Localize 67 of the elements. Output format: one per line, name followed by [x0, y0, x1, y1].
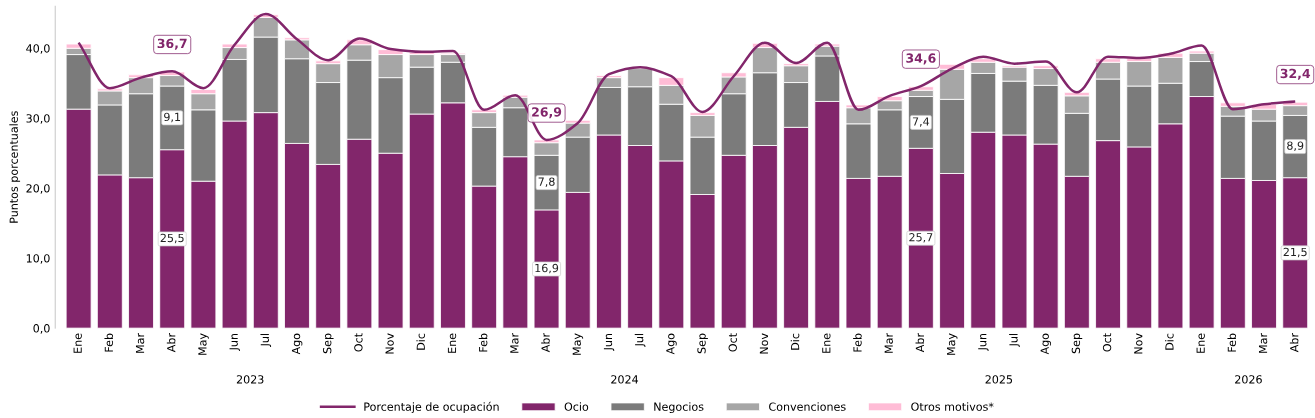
legend-label: Otros motivos* [911, 402, 994, 411]
legend-label: Porcentaje de ocupación [364, 401, 499, 414]
x-tick-label: Mar [884, 332, 893, 353]
data-label: 7,4 [912, 117, 930, 127]
data-label: 8,9 [1287, 141, 1304, 151]
y-axis-title: Puntos porcentuales [9, 111, 21, 223]
x-tick-label: Jun [978, 333, 989, 351]
x-tick-label: Sep [1071, 333, 1083, 354]
x-tick-label: Dic [416, 333, 425, 350]
data-label: 32,4 [1280, 68, 1311, 80]
x-tick-label: Ene [822, 333, 831, 353]
x-tick-label: Nov [1134, 333, 1143, 354]
y-tick-label: 0,0 [33, 324, 50, 334]
x-tick-label: Ene [73, 333, 82, 353]
data-label: 26,9 [532, 107, 562, 119]
x-tick-label: Abr [166, 332, 176, 353]
data-label: 9,1 [164, 112, 181, 123]
legend-label: Negocios [654, 402, 704, 414]
x-tick-label: Ene [447, 333, 457, 353]
data-label: 36,7 [157, 38, 187, 50]
text: 2023 [236, 375, 264, 384]
x-tick-label: Abr [915, 332, 925, 353]
x-tick-label: Mar [510, 332, 519, 353]
data-label: 25,5 [160, 233, 184, 244]
x-tick-label: May [572, 333, 584, 355]
data-label: 7,8 [538, 177, 555, 187]
x-tick-label: Dic [790, 333, 800, 350]
data-label: 16,9 [535, 263, 559, 274]
x-tick-label: Abr [1289, 332, 1299, 353]
x-tick-label: Oct [728, 333, 737, 352]
text: 2026 [1235, 375, 1262, 384]
x-tick-label: Jun [229, 333, 240, 351]
text: 2025 [985, 375, 1013, 384]
text: 2024 [611, 375, 639, 384]
x-tick-label: Ago [291, 333, 303, 355]
x-tick-label: Nov [759, 333, 769, 354]
x-tick-label: Sep [697, 333, 708, 354]
x-tick-label: Ago [1040, 333, 1052, 355]
y-tick-label: 20,0 [26, 184, 50, 194]
data-label: 34,6 [906, 53, 936, 65]
x-tick-label: Jun [603, 333, 615, 351]
x-tick-label: Sep [323, 333, 334, 354]
x-tick-label: Dic [1165, 333, 1174, 350]
x-tick-label: Oct [354, 333, 363, 352]
x-tick-label: Mar [135, 332, 145, 353]
x-tick-label: Ago [666, 333, 677, 355]
x-tick-label: Feb [1227, 333, 1237, 352]
x-tick-label: May [947, 333, 958, 355]
x-tick-label: Mar [1258, 332, 1268, 353]
legend-label: Convenciones [769, 402, 846, 411]
x-tick-label: Nov [385, 333, 394, 354]
x-tick-label: May [198, 333, 209, 355]
x-tick-label: Jul [260, 334, 272, 347]
x-tick-label: Feb [478, 333, 488, 352]
x-tick-label: Oct [1102, 333, 1112, 352]
data-label: 25,7 [909, 233, 933, 243]
y-tick-label: 40,0 [26, 44, 50, 54]
x-tick-label: Abr [541, 332, 550, 353]
data-label: 21,5 [1283, 247, 1307, 258]
y-tick-label: 30,0 [26, 114, 50, 124]
x-tick-label: Ene [1196, 333, 1205, 353]
x-tick-label: Feb [853, 333, 862, 352]
x-tick-label: Feb [104, 333, 114, 352]
y-tick-label: 10,0 [26, 254, 50, 264]
legend-label: Ocio [564, 402, 589, 411]
x-tick-label: Jul [634, 334, 646, 347]
x-tick-label: Jul [1009, 334, 1020, 347]
